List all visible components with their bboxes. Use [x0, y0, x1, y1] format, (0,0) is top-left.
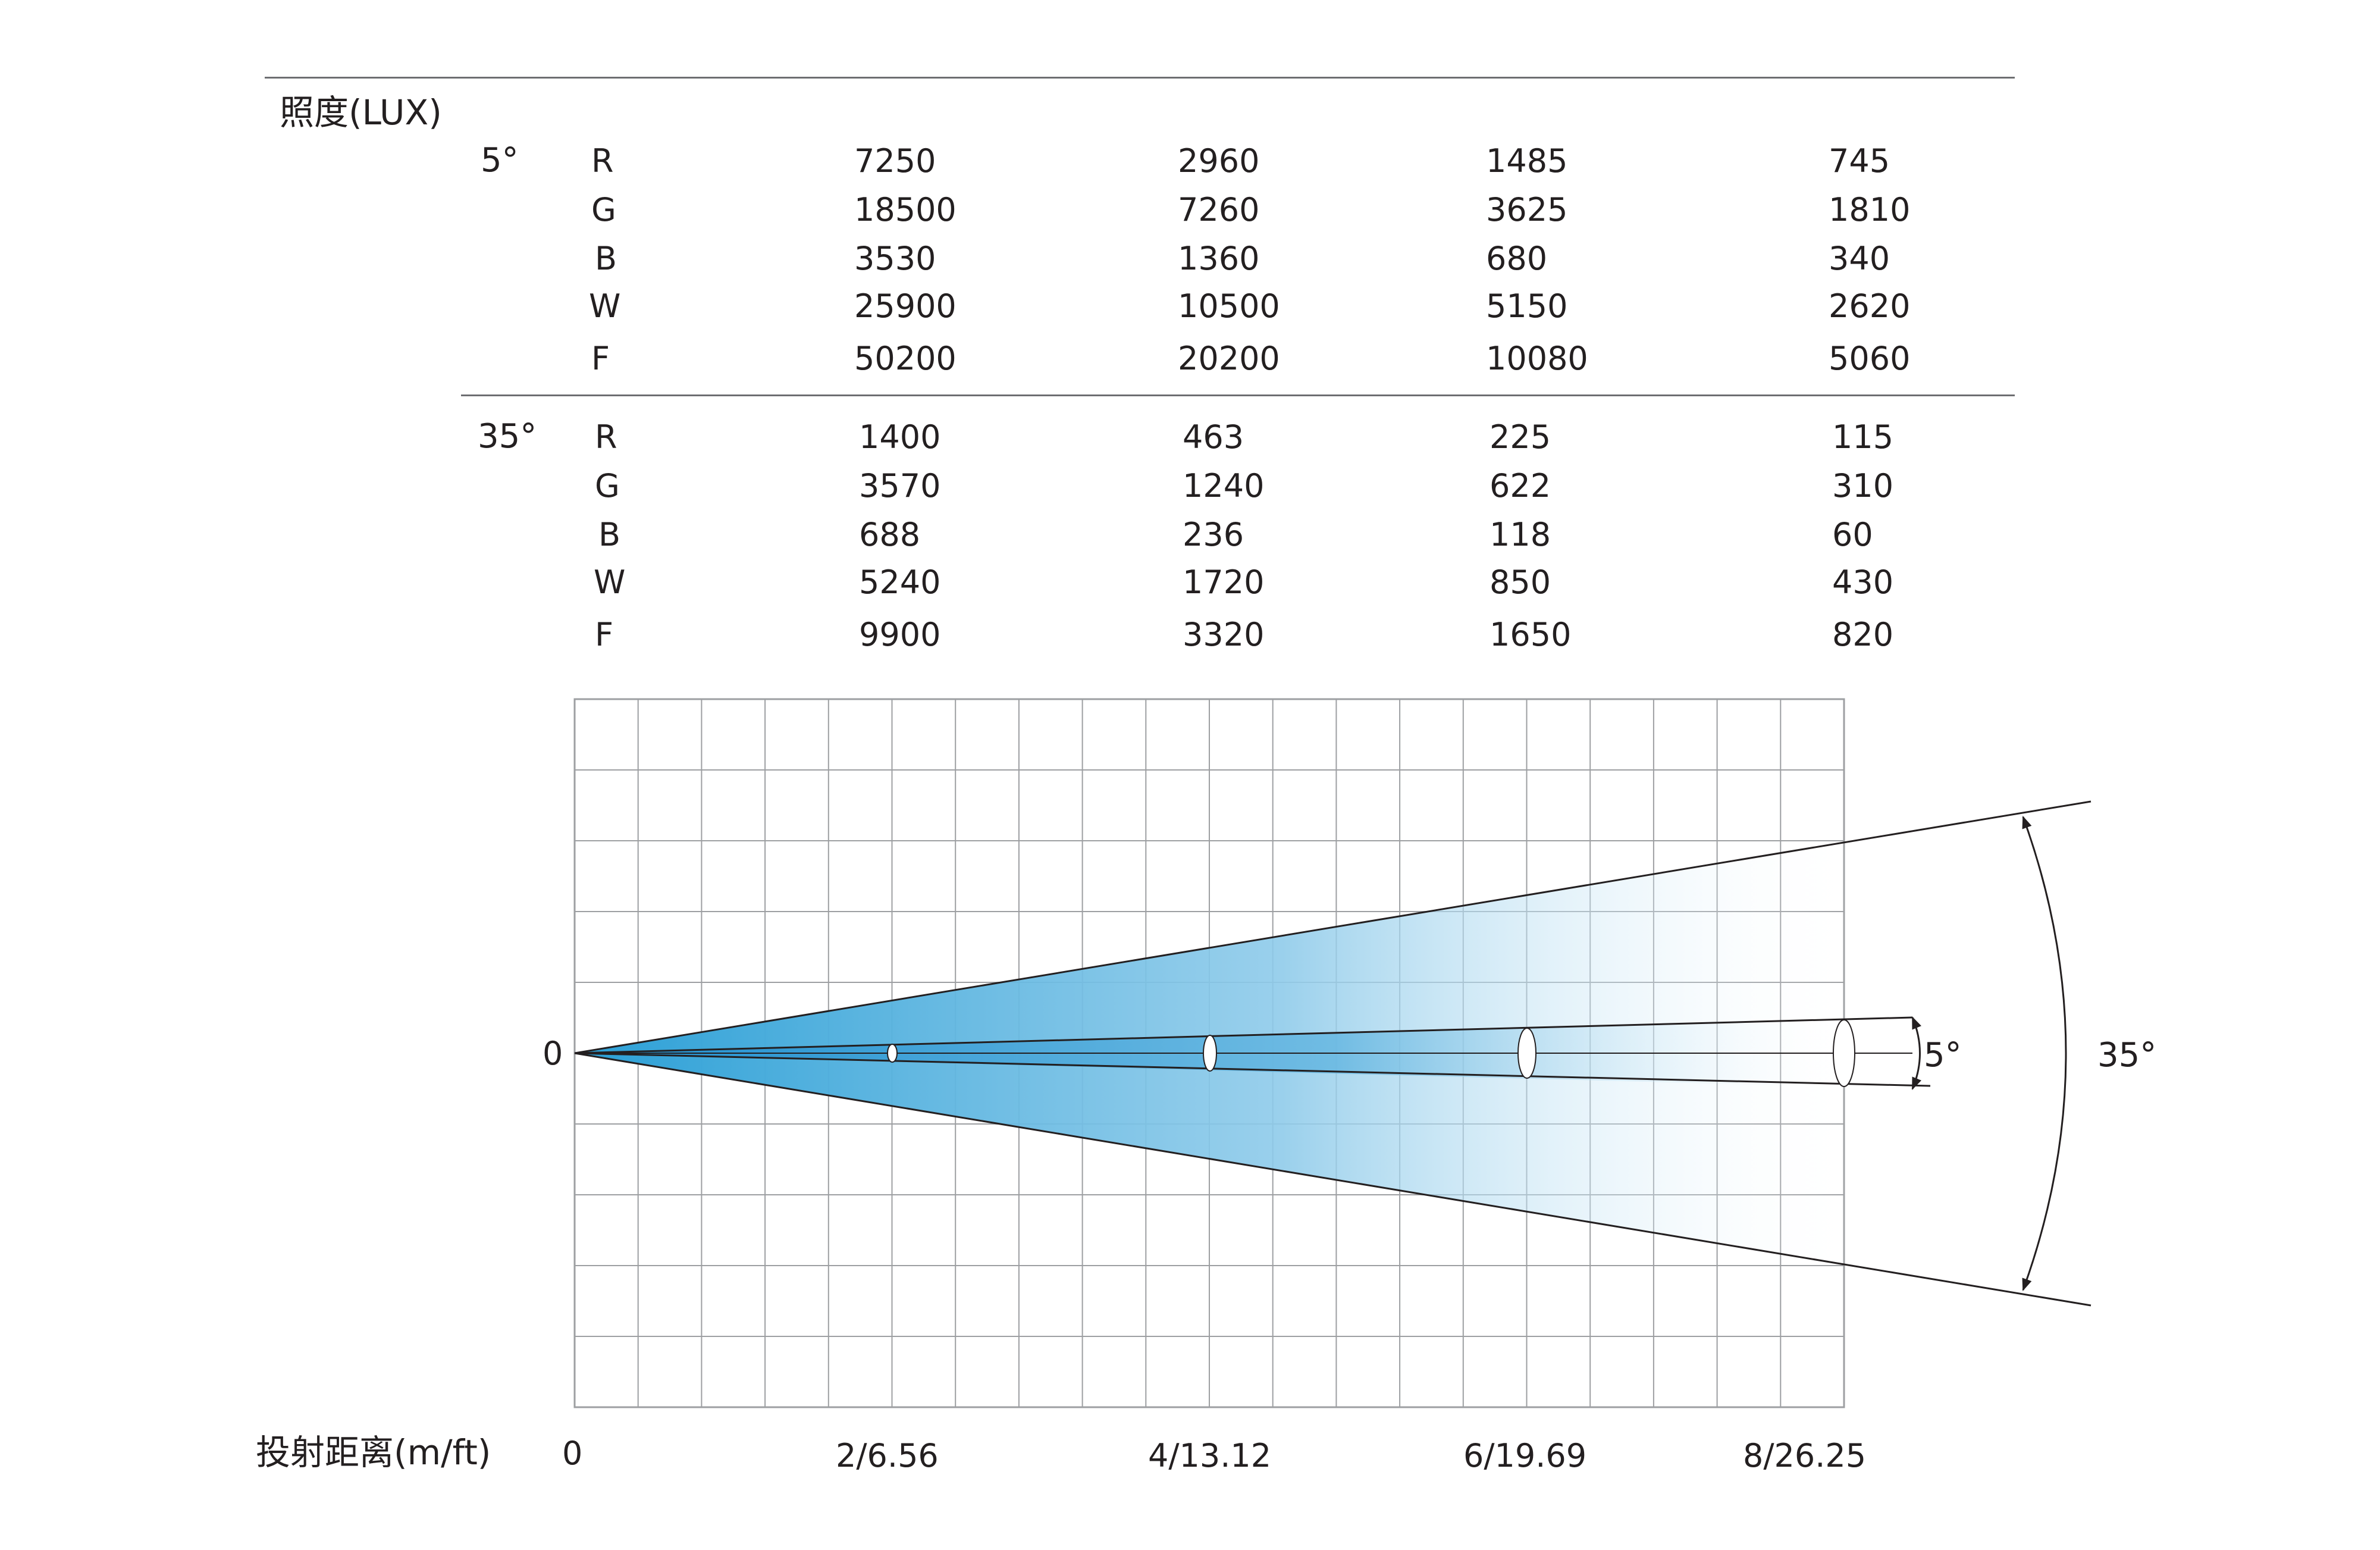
illuminance-title: 照度(LUX) — [280, 92, 442, 133]
table-cell: 1360 — [1178, 240, 1260, 277]
channel-label: W — [589, 287, 621, 325]
group-separator-rule — [461, 394, 2015, 396]
table-cell: 236 — [1183, 516, 1244, 553]
table-cell: 1485 — [1486, 142, 1568, 180]
table-cell: 310 — [1832, 467, 1894, 505]
table-cell: 1720 — [1183, 563, 1265, 601]
origin-label: 0 — [543, 1035, 563, 1072]
table-cell: 3320 — [1183, 616, 1265, 653]
table-cell: 340 — [1829, 240, 1890, 277]
table-cell: 7260 — [1178, 191, 1260, 228]
narrow-beam-upper-edge — [574, 1016, 1913, 1054]
channel-label: G — [595, 467, 620, 505]
distance-tick: 6/19.69 — [1463, 1437, 1587, 1474]
table-cell: 20200 — [1178, 340, 1280, 377]
table-cell: 10500 — [1178, 287, 1280, 325]
table-cell: 5060 — [1829, 340, 1911, 377]
table-cell: 430 — [1832, 563, 1894, 601]
table-cell: 1650 — [1490, 616, 1572, 653]
table-cell: 463 — [1183, 418, 1244, 456]
table-cell: 50200 — [854, 340, 957, 377]
narrow-beam-lower-edge — [574, 1052, 1931, 1087]
wide-beam-upper-edge — [574, 800, 2091, 1054]
table-cell: 850 — [1490, 563, 1551, 601]
group-angle-35: 35° — [478, 417, 537, 456]
channel-label: F — [591, 340, 610, 377]
table-cell: 118 — [1490, 516, 1551, 553]
table-cell: 3625 — [1486, 191, 1568, 228]
table-cell: 3570 — [859, 467, 941, 505]
beam-section-8m — [1833, 1019, 1855, 1087]
table-cell: 25900 — [854, 287, 957, 325]
top-rule — [265, 77, 2015, 79]
beam-section-2m — [887, 1044, 898, 1063]
table-cell: 2620 — [1829, 287, 1911, 325]
table-cell: 2960 — [1178, 142, 1260, 180]
channel-label: R — [591, 142, 614, 180]
table-cell: 1400 — [859, 418, 941, 456]
beam-section-6m — [1517, 1028, 1537, 1079]
narrow-angle-label: 5° — [1924, 1036, 1962, 1075]
table-cell: 60 — [1832, 516, 1873, 553]
distance-tick: 8/26.25 — [1743, 1437, 1867, 1474]
distance-tick: 0 — [562, 1435, 583, 1472]
distance-axis-title: 投射距离(m/ft) — [256, 1432, 491, 1473]
table-cell: 225 — [1490, 418, 1551, 456]
channel-label: G — [591, 191, 616, 228]
table-cell: 3530 — [854, 240, 936, 277]
table-cell: 5240 — [859, 563, 941, 601]
beam-section-4m — [1203, 1035, 1217, 1072]
table-cell: 10080 — [1486, 340, 1588, 377]
table-cell: 680 — [1486, 240, 1548, 277]
distance-tick: 2/6.56 — [836, 1437, 939, 1474]
table-cell: 115 — [1832, 418, 1894, 456]
wide-beam-lower-edge — [574, 1052, 2091, 1307]
table-cell: 622 — [1490, 467, 1551, 505]
table-cell: 1810 — [1829, 191, 1911, 228]
table-cell: 7250 — [854, 142, 936, 180]
channel-label: W — [594, 563, 626, 601]
wide-angle-label: 35° — [2097, 1036, 2157, 1075]
channel-label: F — [595, 616, 614, 653]
table-cell: 820 — [1832, 616, 1894, 653]
table-cell: 745 — [1829, 142, 1890, 180]
wide-angle-arrow — [2022, 816, 2067, 1291]
narrow-angle-arrow — [1911, 1016, 1922, 1090]
channel-label: R — [595, 418, 617, 456]
table-cell: 9900 — [859, 616, 941, 653]
table-cell: 688 — [859, 516, 921, 553]
group-angle-5: 5° — [481, 141, 519, 180]
table-cell: 5150 — [1486, 287, 1568, 325]
distance-tick: 4/13.12 — [1148, 1437, 1272, 1474]
channel-label: B — [598, 516, 621, 553]
channel-label: B — [595, 240, 617, 277]
table-cell: 1240 — [1183, 467, 1265, 505]
table-cell: 18500 — [854, 191, 957, 228]
